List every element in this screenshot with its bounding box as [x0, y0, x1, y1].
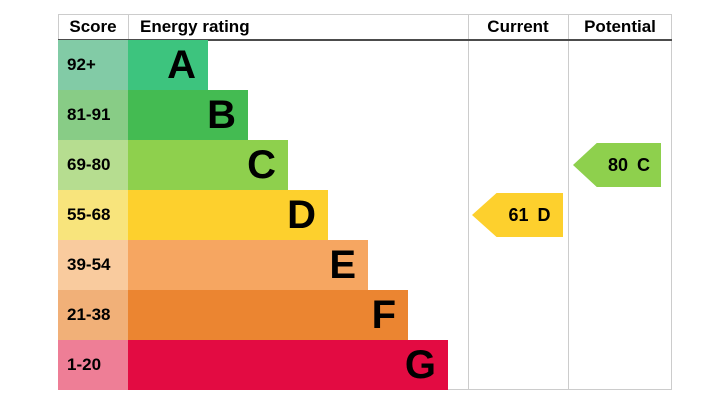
band-bar-f: F: [128, 290, 408, 340]
table-left-border: [58, 14, 59, 40]
band-row-e: 39-54 E: [58, 240, 672, 290]
potential-column-header: Potential: [584, 17, 656, 36]
current-column-divider: [468, 14, 469, 390]
band-bar-g: G: [128, 340, 448, 390]
band-score-range: 69-80: [58, 140, 128, 190]
potential-rating-letter: C: [637, 154, 651, 175]
rating-table: Score Energy rating Current Potential 92…: [58, 14, 672, 390]
band-row-b: 81-91 B: [58, 90, 672, 140]
current-rating-value: 61: [508, 204, 529, 225]
table-right-border: [671, 14, 672, 390]
band-bar-a: A: [128, 40, 208, 90]
band-bar-d: D: [128, 190, 328, 240]
band-row-g: 1-20 G: [58, 340, 672, 390]
potential-column-divider: [568, 14, 569, 390]
band-bar-b: B: [128, 90, 248, 140]
band-row-c: 69-80 C: [58, 140, 672, 190]
band-score-range: 81-91: [58, 90, 128, 140]
current-rating-letter: D: [537, 204, 551, 225]
energy-rating-column-header: Energy rating: [140, 17, 250, 36]
band-bar-e: E: [128, 240, 368, 290]
band-row-a: 92+ A: [58, 40, 672, 90]
band-score-range: 39-54: [58, 240, 128, 290]
band-row-d: 55-68 D: [58, 190, 672, 240]
potential-rating-value: 80: [607, 154, 629, 175]
band-bar-c: C: [128, 140, 288, 190]
band-row-f: 21-38 F: [58, 290, 672, 340]
band-score-range: 21-38: [58, 290, 128, 340]
table-top-border: [58, 14, 672, 15]
score-header-divider: [128, 14, 129, 40]
band-score-range: 92+: [58, 40, 128, 90]
score-column-header: Score: [69, 17, 117, 36]
band-score-range: 1-20: [58, 340, 128, 390]
header-underline: [58, 39, 672, 41]
band-score-range: 55-68: [58, 190, 128, 240]
current-column-header: Current: [487, 17, 549, 36]
